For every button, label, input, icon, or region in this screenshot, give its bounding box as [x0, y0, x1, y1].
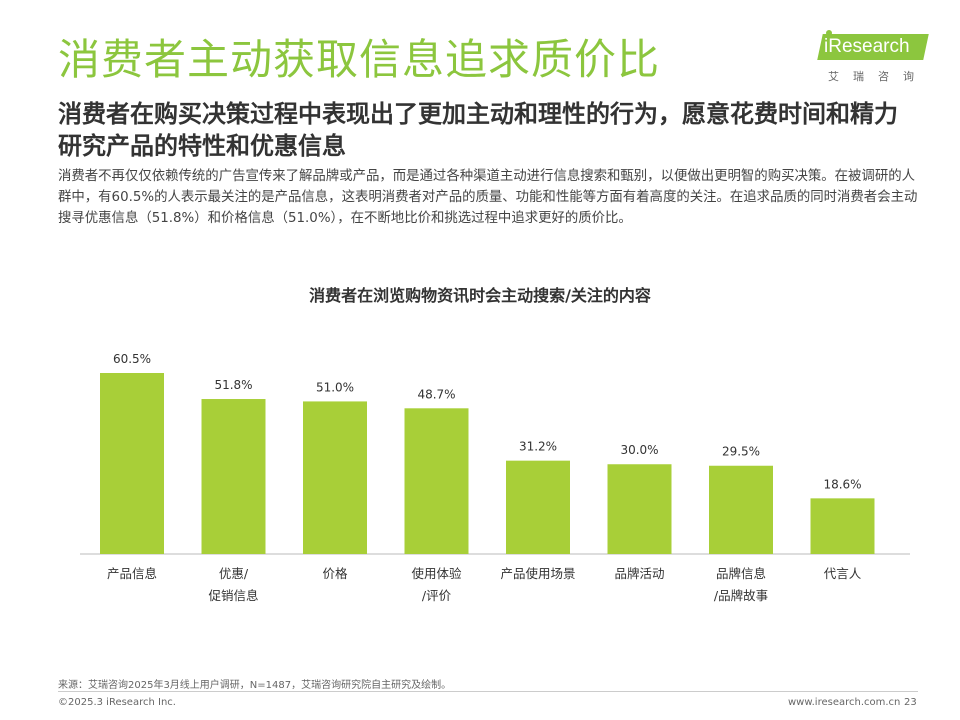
- bar: [506, 460, 570, 554]
- iresearch-logo: iResearch 艾瑞咨询: [817, 28, 930, 88]
- bar: [404, 408, 469, 554]
- logo-dot-icon: [826, 30, 832, 36]
- bar: [709, 465, 773, 554]
- chart-title: 消费者在浏览购物资讯时会主动搜索/关注的内容: [309, 286, 651, 305]
- bar: [201, 399, 266, 554]
- category-label: 品牌信息/品牌故事: [714, 566, 768, 603]
- bar: [607, 464, 672, 554]
- logo-wordmark: iResearch: [824, 36, 910, 57]
- body-paragraph: 消费者不再仅仅依赖传统的广告宣传来了解品牌或产品，而是通过各种渠道主动进行信息搜…: [58, 169, 918, 226]
- category-label: 产品使用场景: [500, 566, 575, 581]
- page-number: 23: [904, 697, 917, 708]
- category-label: 代言人: [824, 566, 862, 581]
- category-label: 产品信息: [107, 566, 157, 581]
- data-label: 51.0%: [316, 380, 354, 394]
- website-link[interactable]: www.iresearch.com.cn: [788, 697, 901, 708]
- data-label: 18.6%: [823, 477, 861, 491]
- data-label: 60.5%: [113, 352, 151, 366]
- data-label: 51.8%: [214, 378, 252, 392]
- logo-chinese-name: 艾瑞咨询: [828, 70, 928, 83]
- bar: [810, 498, 875, 554]
- bar: [100, 373, 164, 554]
- category-label: 优惠/促销信息: [208, 566, 258, 603]
- slide-subtitle: 消费者在购买决策过程中表现出了更加主动和理性的行为，愿意花费时间和精力研究产品的…: [58, 100, 898, 160]
- category-label: 使用体验/评价: [411, 566, 462, 603]
- page-title: 消费者主动获取信息追求质价比: [58, 35, 661, 84]
- data-label: 30.0%: [620, 443, 658, 457]
- source-note: 来源：艾瑞咨询2025年3月线上用户调研，N=1487，艾瑞咨询研究院自主研究及…: [58, 680, 452, 691]
- bar: [303, 401, 367, 554]
- data-label: 29.5%: [722, 445, 760, 459]
- data-label: 48.7%: [417, 387, 455, 401]
- category-label: 品牌活动: [614, 566, 664, 581]
- footer-divider: [58, 691, 918, 692]
- copyright-text: ©2025.3 iResearch Inc.: [58, 697, 176, 708]
- category-label: 价格: [322, 566, 348, 581]
- data-label: 31.2%: [519, 440, 557, 454]
- bar-chart: 60.5% 产品信息 51.8% 优惠/促销信息 51.0% 价格 48.7% 使用体验/评价…: [80, 352, 910, 603]
